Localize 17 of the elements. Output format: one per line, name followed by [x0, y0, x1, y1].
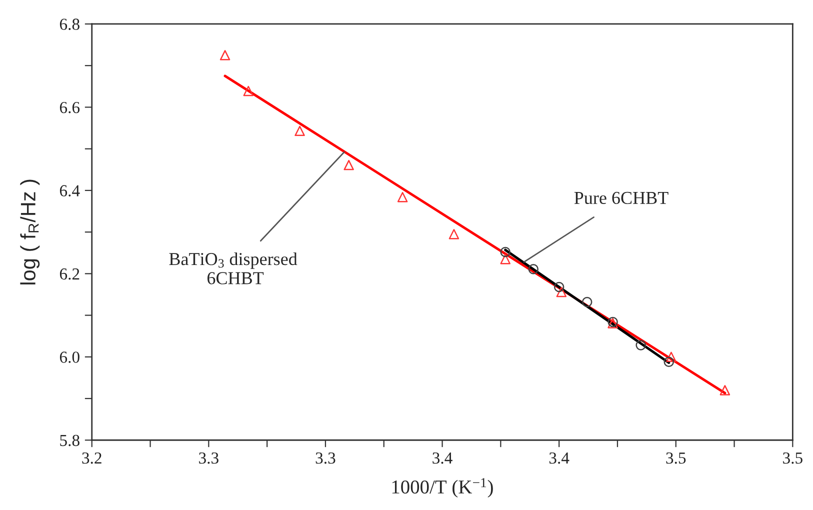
annotation: Pure 6CHBT	[574, 192, 668, 204]
x-tick-label: 3.5	[783, 452, 802, 464]
x-tick-label: 3.5	[666, 452, 686, 464]
y-tick-label: 6.0	[60, 352, 80, 363]
y-tick-label: 5.8	[60, 434, 80, 446]
y-tick-label: 6.2	[60, 268, 80, 280]
x-axis-title: 1000/T (K$^{−1}$)	[392, 478, 493, 498]
x-tick-label: 3.4	[549, 452, 570, 464]
y-tick-label: 6.8	[60, 18, 80, 30]
x-tick-label: 3.3	[199, 452, 218, 464]
y-tick-label: 6.4	[60, 185, 80, 196]
x-tick-label: 3.2	[82, 452, 102, 464]
x-tick-label: 3.3	[316, 452, 336, 464]
annotation: BaTiO$_{3}$ dispersed 6CHBT	[169, 252, 298, 284]
y-tick-label: 6.6	[60, 102, 80, 114]
y-axis-title: log ( f$_{R}$/Hz )	[20, 180, 40, 284]
x-tick-label: 3.4	[432, 452, 452, 464]
